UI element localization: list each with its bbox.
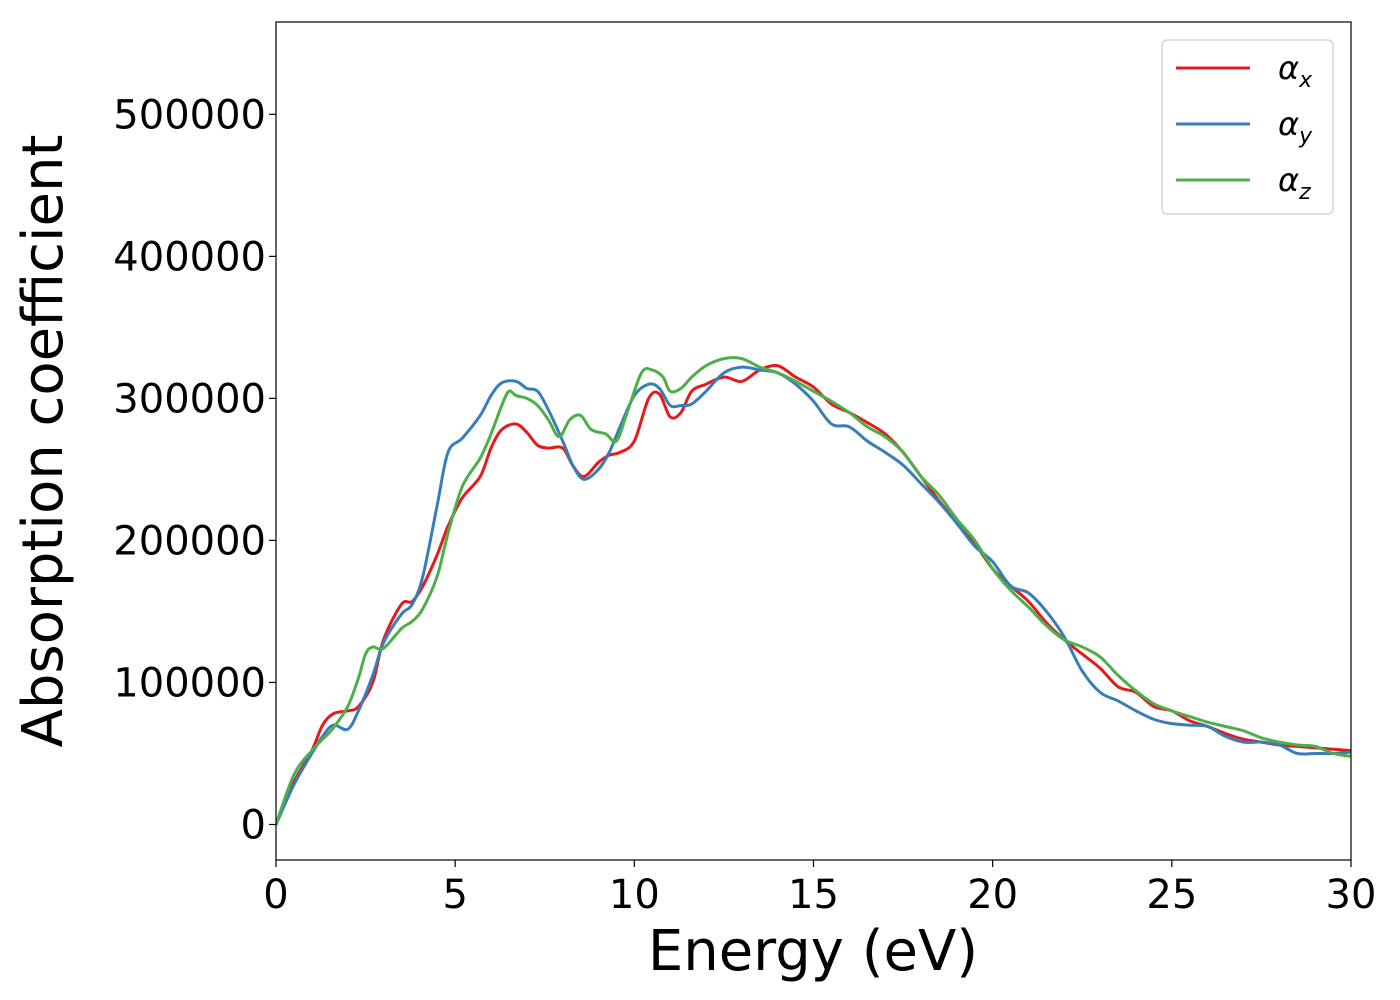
legend-label-z: αz [1278, 161, 1311, 205]
series-line-z [276, 356, 1351, 826]
y-axis: 0 100000 200000 300000 400000 500000 [113, 92, 276, 848]
legend-label-y: αy [1278, 105, 1313, 149]
series-line-y [276, 365, 1351, 826]
x-tick-label: 20 [967, 872, 1018, 918]
legend-box [1161, 39, 1334, 215]
legend-subscript: y [1298, 124, 1313, 149]
x-axis: 0 5 10 15 20 25 30 [263, 860, 1376, 918]
x-tick-label: 25 [1146, 872, 1197, 918]
series-layer [276, 356, 1351, 826]
x-axis-label: Energy (eV) [648, 919, 978, 984]
y-tick-label: 100000 [113, 660, 266, 706]
series-line-x [276, 363, 1351, 826]
legend-subscript: x [1298, 68, 1313, 93]
legend-symbol: α [1278, 161, 1299, 199]
y-axis-label: Absorption coefficient [11, 135, 76, 748]
y-tick-label: 300000 [113, 376, 266, 422]
x-tick-label: 5 [442, 872, 467, 918]
legend-symbol: α [1278, 105, 1299, 143]
y-tick-label: 0 [241, 802, 266, 848]
y-tick-label: 200000 [113, 518, 266, 564]
legend-symbol: α [1278, 49, 1299, 87]
x-tick-label: 10 [609, 872, 660, 918]
legend-label-x: αx [1278, 49, 1313, 93]
x-tick-label: 15 [788, 872, 839, 918]
y-tick-label: 400000 [113, 234, 266, 280]
x-tick-label: 0 [263, 872, 288, 918]
y-tick-label: 500000 [113, 92, 266, 138]
legend-subscript: z [1298, 180, 1311, 205]
x-tick-label: 30 [1326, 872, 1377, 918]
